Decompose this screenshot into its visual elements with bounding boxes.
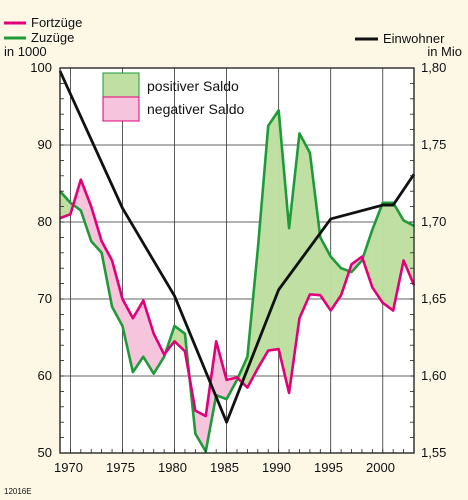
positive-saldo-area <box>299 133 311 319</box>
saldo-positive-label: positiver Saldo <box>147 78 239 94</box>
x-tick-label: 1985 <box>210 460 239 475</box>
left-tick-label: 50 <box>38 445 52 460</box>
series-lines <box>58 70 416 453</box>
x-tick-label: 1995 <box>314 460 343 475</box>
left-tick-label: 100 <box>30 60 52 75</box>
saldo-negative-label: negativer Saldo <box>147 101 245 117</box>
x-tick-label: 1970 <box>54 460 83 475</box>
saldo-positive-swatch <box>102 72 140 100</box>
left-tick-label: 90 <box>38 137 52 152</box>
positive-saldo-area <box>362 229 373 288</box>
x-tick-label: 1990 <box>262 460 291 475</box>
plot-frame <box>59 67 415 454</box>
right-tick-label: 1,80 <box>421 60 446 75</box>
einwohner-line <box>58 70 416 424</box>
zuzuege-line <box>59 109 415 453</box>
left-tick-label: 80 <box>38 214 52 229</box>
legend-zuzuege-label: Zuzüge <box>31 30 74 45</box>
image-code: 12016E <box>4 487 32 496</box>
right-axis-unit: in Mio <box>427 44 462 59</box>
x-tick-label: 1975 <box>106 460 135 475</box>
saldo-negative-swatch <box>102 96 140 122</box>
right-tick-label: 1,70 <box>421 214 446 229</box>
right-tick-label: 1,65 <box>421 291 446 306</box>
left-tick-label: 70 <box>38 291 52 306</box>
left-tick-label: 60 <box>38 368 52 383</box>
legend-fortzuege-label: Fortzüge <box>31 15 82 30</box>
positive-saldo-area <box>382 202 394 311</box>
x-tick-label: 2000 <box>366 460 395 475</box>
right-tick-label: 1,55 <box>421 445 446 460</box>
right-tick-label: 1,75 <box>421 137 446 152</box>
x-tick-label: 1980 <box>158 460 187 475</box>
left-axis-unit: in 1000 <box>4 44 47 59</box>
legend-einwohner-label: Einwohner <box>383 31 445 46</box>
right-tick-label: 1,60 <box>421 368 446 383</box>
fortzuege-line <box>59 178 416 418</box>
